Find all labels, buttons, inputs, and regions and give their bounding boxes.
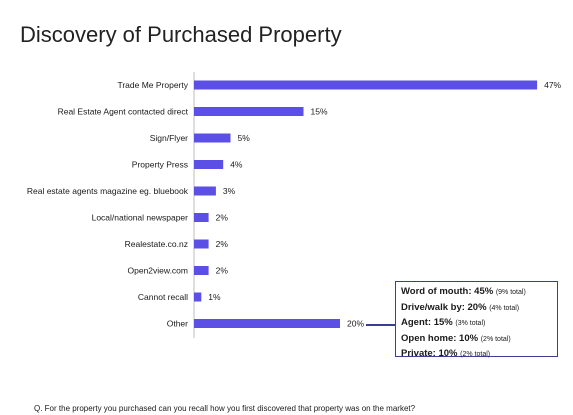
value-label: 2% xyxy=(216,266,229,276)
value-label: 4% xyxy=(230,160,243,170)
value-label: 2% xyxy=(216,213,229,223)
category-label: Real Estate Agent contacted direct xyxy=(58,107,189,117)
bar xyxy=(194,319,340,328)
bar xyxy=(194,213,209,222)
bar xyxy=(194,133,231,143)
category-label: Local/national newspaper xyxy=(92,213,189,223)
bar xyxy=(194,186,216,196)
category-label: Property Press xyxy=(132,160,188,170)
callout-line: Open home: 10% (2% total) xyxy=(401,332,511,344)
category-label: Cannot recall xyxy=(138,292,188,302)
bar xyxy=(194,266,209,275)
value-label: 20% xyxy=(347,319,364,329)
callout-connector xyxy=(366,324,395,326)
category-label: Open2view.com xyxy=(128,266,188,276)
bar xyxy=(194,107,304,116)
value-label: 1% xyxy=(208,292,221,302)
bar xyxy=(194,80,538,90)
chart-title: Discovery of Purchased Property xyxy=(20,22,342,47)
bar xyxy=(194,160,224,169)
category-label: Sign/Flyer xyxy=(150,133,188,143)
survey-question: Q. For the property you purchased can yo… xyxy=(34,404,416,413)
value-label: 2% xyxy=(216,239,229,249)
category-label: Trade Me Property xyxy=(117,80,188,90)
value-label: 15% xyxy=(311,107,328,117)
callout-line: Word of mouth: 45% (9% total) xyxy=(401,286,526,297)
value-label: 5% xyxy=(238,133,251,143)
category-label: Other xyxy=(167,319,188,329)
value-label: 3% xyxy=(223,186,236,196)
category-label: Realestate.co.nz xyxy=(125,239,188,249)
category-label: Real estate agents magazine eg. bluebook xyxy=(27,186,189,196)
value-label: 47% xyxy=(544,80,561,90)
callout-line: Private: 10% (2% total) xyxy=(401,348,491,360)
callout-line: Drive/walk by: 20% (4% total) xyxy=(401,301,520,313)
bar xyxy=(194,292,202,302)
callout-line: Agent: 15% (3% total) xyxy=(401,317,486,329)
bar xyxy=(194,239,209,249)
other-breakdown-callout: Word of mouth: 45% (9% total) Drive/walk… xyxy=(395,281,558,359)
